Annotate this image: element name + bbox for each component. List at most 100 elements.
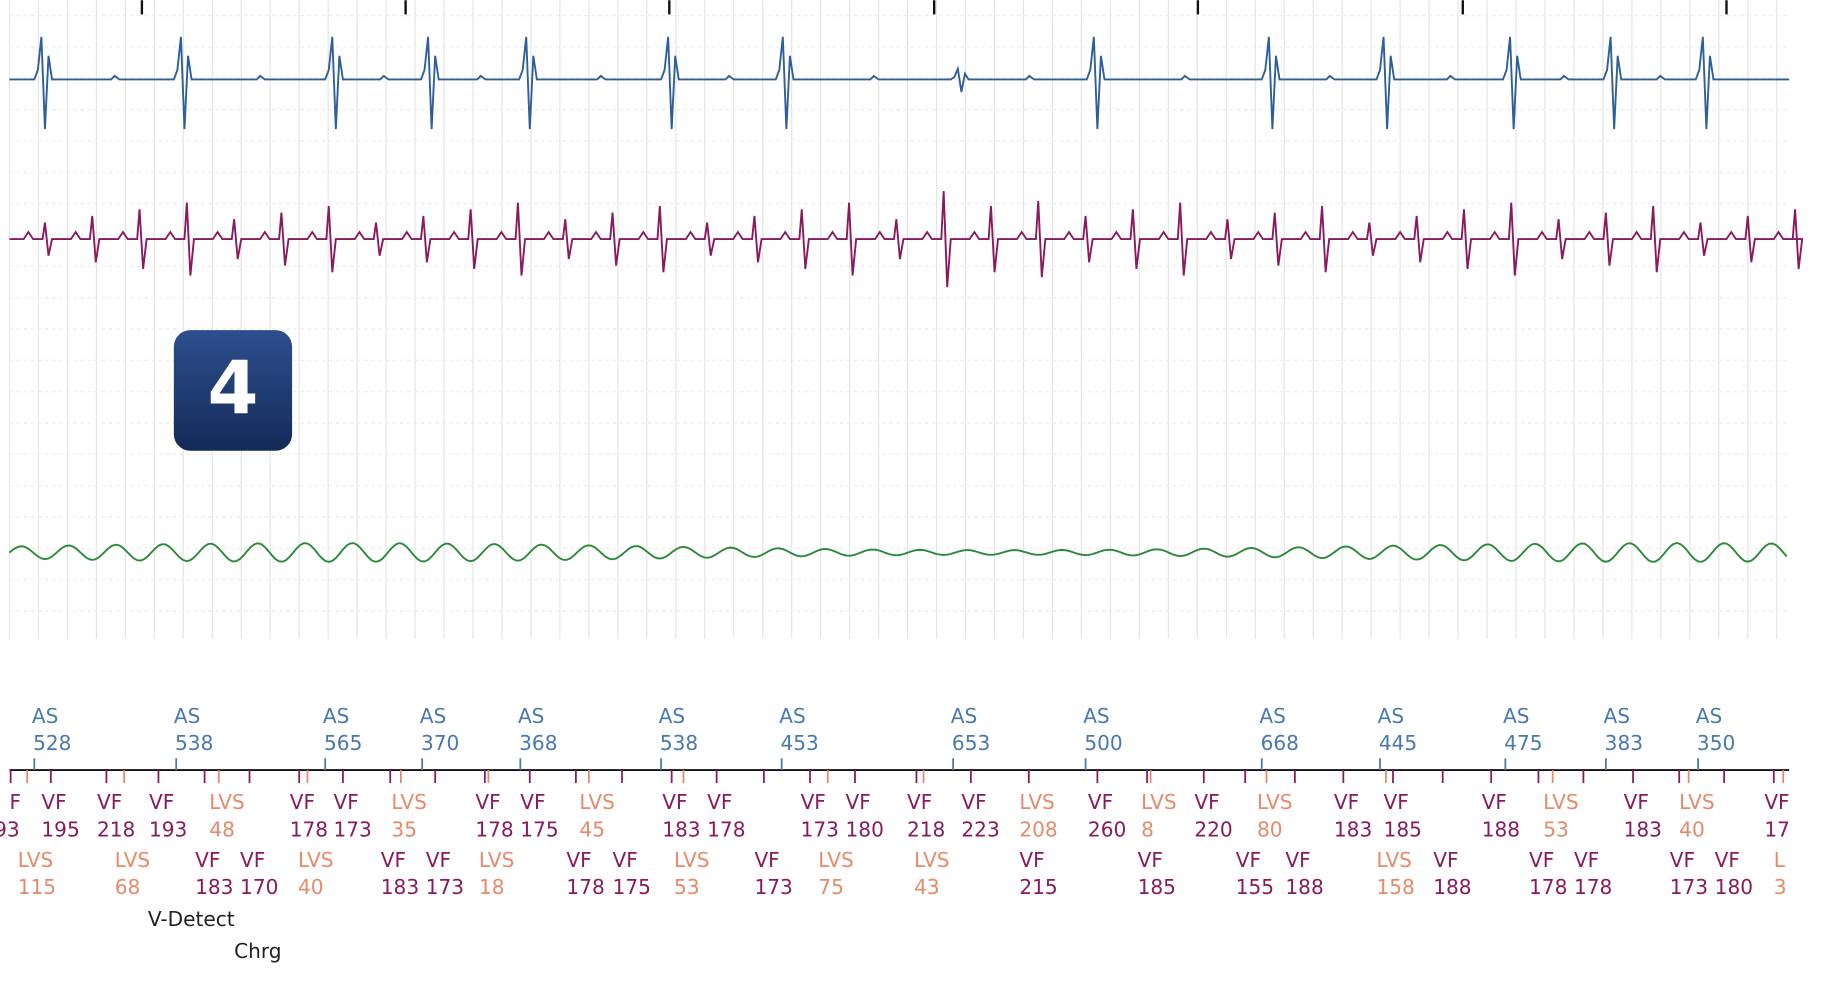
marker-interval: 75 xyxy=(818,875,844,899)
marker-label: AS xyxy=(323,704,350,728)
charge-label: Chrg xyxy=(234,939,281,963)
marker-interval: 185 xyxy=(1138,875,1176,899)
marker-label: VF xyxy=(846,790,871,814)
marker-interval: 8 xyxy=(1141,817,1154,841)
marker-interval: 223 xyxy=(961,817,999,841)
marker-interval: 183 xyxy=(1624,817,1662,841)
marker-label: AS xyxy=(779,704,806,728)
marker-label: VF xyxy=(754,848,779,872)
marker-label: AS xyxy=(518,704,545,728)
marker-interval: 3 xyxy=(1774,875,1787,899)
marker-interval: 170 xyxy=(240,875,278,899)
marker-label: AS xyxy=(659,704,686,728)
marker-interval: 538 xyxy=(175,731,213,755)
marker-label: VF xyxy=(566,848,591,872)
marker-label: LVS xyxy=(579,790,615,814)
marker-interval: 188 xyxy=(1482,817,1520,841)
marker-label: LVS xyxy=(1679,790,1715,814)
marker-label: VF xyxy=(240,848,265,872)
marker-label: VF xyxy=(1670,848,1695,872)
marker-interval: 93 xyxy=(0,817,20,841)
marker-label: VF xyxy=(1236,848,1261,872)
marker-label: VF xyxy=(1285,848,1310,872)
marker-interval: 193 xyxy=(149,817,187,841)
marker-interval: 115 xyxy=(18,875,56,899)
v-detect-label: V-Detect xyxy=(148,907,235,931)
marker-interval: 350 xyxy=(1697,731,1735,755)
marker-label: VF xyxy=(1019,848,1044,872)
marker-interval: 40 xyxy=(1679,817,1705,841)
marker-interval: 183 xyxy=(1334,817,1372,841)
marker-label: VF xyxy=(707,790,732,814)
marker-interval: 180 xyxy=(846,817,884,841)
marker-label: VF xyxy=(149,790,174,814)
marker-label: VF xyxy=(1764,790,1789,814)
marker-label: VF xyxy=(662,790,687,814)
marker-interval: 653 xyxy=(952,731,990,755)
marker-interval: 53 xyxy=(674,875,700,899)
marker-label: LVS xyxy=(209,790,245,814)
marker-interval: 500 xyxy=(1084,731,1122,755)
marker-interval: 475 xyxy=(1504,731,1542,755)
marker-interval: 538 xyxy=(660,731,698,755)
marker-interval: 43 xyxy=(914,875,940,899)
marker-interval: 668 xyxy=(1261,731,1299,755)
badge: 4 xyxy=(173,330,293,451)
marker-label: VF xyxy=(333,790,358,814)
marker-label: AS xyxy=(1604,704,1631,728)
marker-label: LVS xyxy=(674,848,710,872)
marker-label: VF xyxy=(475,790,500,814)
marker-interval: 175 xyxy=(613,875,651,899)
marker-label: AS xyxy=(174,704,201,728)
marker-label: VF xyxy=(97,790,122,814)
marker-interval: 178 xyxy=(1529,875,1567,899)
marker-interval: 68 xyxy=(115,875,141,899)
marker-label: VF xyxy=(1384,790,1409,814)
marker-interval: 180 xyxy=(1715,875,1753,899)
marker-interval: 53 xyxy=(1543,817,1569,841)
marker-label: AS xyxy=(1259,704,1286,728)
grid xyxy=(8,0,1790,639)
marker-label: AS xyxy=(32,704,59,728)
marker-label: VF xyxy=(1138,848,1163,872)
marker-interval: 35 xyxy=(391,817,417,841)
marker-interval: 173 xyxy=(754,875,792,899)
marker-interval: 368 xyxy=(519,731,557,755)
marker-interval: 220 xyxy=(1194,817,1232,841)
marker-label: VF xyxy=(1482,790,1507,814)
badge-number: 4 xyxy=(207,346,258,431)
marker-interval: 178 xyxy=(707,817,745,841)
marker-label: VF xyxy=(290,790,315,814)
marker-label: LVS xyxy=(818,848,853,872)
shock-trace xyxy=(8,542,1788,563)
marker-label: VF xyxy=(1194,790,1219,814)
marker-interval: 173 xyxy=(426,875,464,899)
marker-label: LVS xyxy=(391,790,427,814)
marker-label: VF xyxy=(613,848,638,872)
marker-label: AS xyxy=(1378,704,1405,728)
marker-interval: 178 xyxy=(290,817,328,841)
marker-interval: 173 xyxy=(1670,875,1708,899)
marker-interval: 173 xyxy=(333,817,371,841)
marker-label: AS xyxy=(420,704,447,728)
marker-label: LVS xyxy=(1141,790,1177,814)
marker-interval: 173 xyxy=(801,817,839,841)
marker-label: VF xyxy=(961,790,986,814)
marker-label: VF xyxy=(520,790,545,814)
marker-interval: 178 xyxy=(1574,875,1612,899)
marker-interval: 183 xyxy=(195,875,233,899)
marker-interval: 370 xyxy=(421,731,459,755)
marker-interval: 453 xyxy=(780,731,818,755)
marker-label: LVS xyxy=(1257,790,1293,814)
marker-label: VF xyxy=(907,790,932,814)
marker-label: VF xyxy=(381,848,406,872)
marker-label: VF xyxy=(41,790,66,814)
marker-interval: 48 xyxy=(209,817,235,841)
marker-label: VF xyxy=(1088,790,1113,814)
marker-interval: 175 xyxy=(520,817,558,841)
marker-label: F xyxy=(9,790,21,814)
marker-interval: 185 xyxy=(1384,817,1422,841)
marker-label: LVS xyxy=(115,848,151,872)
